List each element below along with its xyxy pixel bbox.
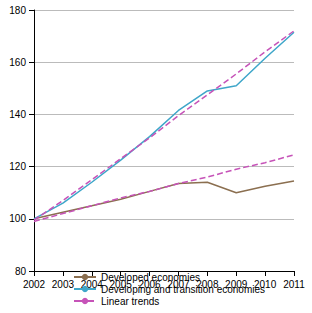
svg-text:180: 180 bbox=[9, 5, 26, 16]
svg-text:100: 100 bbox=[9, 213, 26, 224]
svg-text:160: 160 bbox=[9, 57, 26, 68]
svg-text:Developing and transition econ: Developing and transition economies bbox=[101, 284, 265, 295]
svg-text:Developed economies: Developed economies bbox=[101, 272, 200, 283]
svg-text:140: 140 bbox=[9, 109, 26, 120]
svg-text:Linear trends: Linear trends bbox=[101, 296, 159, 307]
svg-text:2002: 2002 bbox=[23, 279, 46, 290]
svg-text:2010: 2010 bbox=[254, 278, 277, 290]
svg-text:2003: 2003 bbox=[52, 279, 75, 290]
svg-text:120: 120 bbox=[9, 161, 26, 172]
svg-text:2011: 2011 bbox=[283, 279, 305, 290]
svg-text:2004: 2004 bbox=[80, 278, 103, 290]
svg-text:80: 80 bbox=[15, 266, 27, 277]
